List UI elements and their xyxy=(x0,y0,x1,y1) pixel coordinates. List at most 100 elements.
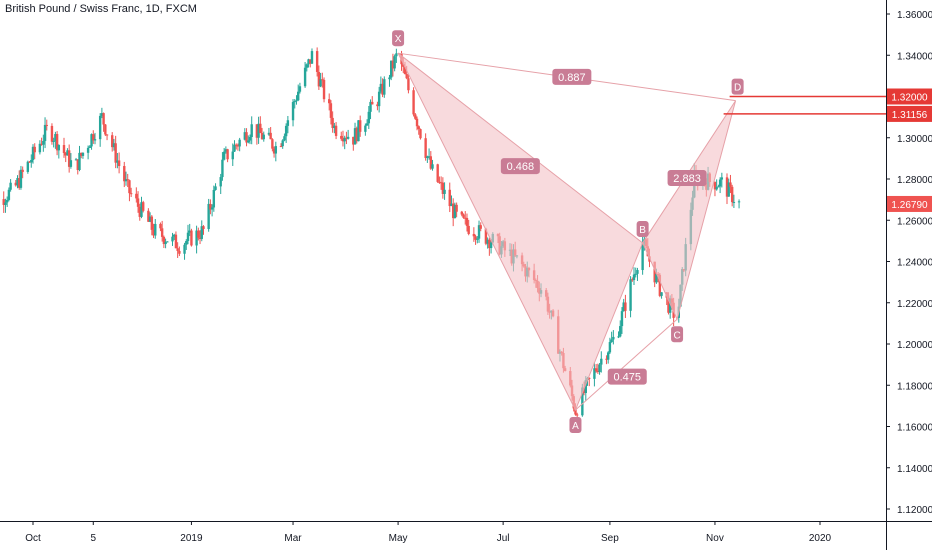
candle-body xyxy=(417,126,420,130)
candle-body xyxy=(100,113,104,116)
candle-body xyxy=(271,139,274,149)
candle-body xyxy=(403,66,407,75)
y-tick-label: 1.16000 xyxy=(897,423,932,434)
candle-body xyxy=(450,203,453,207)
candle-body xyxy=(489,242,493,249)
candle-body xyxy=(269,132,272,140)
candle-body xyxy=(713,181,717,190)
candle-body xyxy=(154,223,157,236)
candle-body xyxy=(352,136,355,145)
candle-body xyxy=(66,150,69,156)
candle-body xyxy=(598,364,601,373)
candle-body xyxy=(376,104,379,107)
candle-body xyxy=(281,140,284,147)
candle-body xyxy=(40,143,43,145)
x-tick-label: Mar xyxy=(284,533,302,544)
candle-body xyxy=(28,161,31,163)
ratio-badge-0 xyxy=(552,68,592,85)
candle-body xyxy=(582,387,586,393)
candle-body xyxy=(606,352,610,360)
pattern-point-label-C: C xyxy=(673,330,680,341)
candle-body xyxy=(164,241,167,245)
candle-body xyxy=(247,140,250,143)
candle-body xyxy=(321,79,324,81)
candle-body xyxy=(112,143,116,148)
candle-body xyxy=(188,230,191,233)
candle-body xyxy=(369,101,372,112)
candle-body xyxy=(233,144,236,152)
candle-body xyxy=(322,79,326,100)
candle-body xyxy=(67,150,71,167)
pattern-point-badge-A xyxy=(569,417,582,433)
candle-body xyxy=(159,223,162,229)
candle-body xyxy=(173,234,176,237)
candle-body xyxy=(4,202,7,205)
candle-body xyxy=(98,115,102,140)
pattern-point-label-A: A xyxy=(572,421,579,432)
candle-body xyxy=(453,204,457,219)
candle-body xyxy=(111,135,114,148)
candle-body xyxy=(462,214,465,218)
candle-body xyxy=(259,123,262,134)
ratio-badge-1 xyxy=(500,158,540,175)
candle-body xyxy=(331,117,334,129)
candle-body xyxy=(135,193,138,199)
candle-body xyxy=(293,101,296,103)
candle-body xyxy=(202,226,205,229)
y-tick-label: 1.22000 xyxy=(897,299,932,310)
candle-body xyxy=(243,132,247,140)
candle-body xyxy=(439,182,443,184)
candle-body xyxy=(185,241,188,245)
candle-body xyxy=(353,128,357,145)
x-tick-label: Jul xyxy=(497,533,510,544)
candle-body xyxy=(334,125,338,136)
candle-body xyxy=(310,51,314,64)
candle-body xyxy=(209,203,212,210)
candle-body xyxy=(45,124,48,126)
candle-body xyxy=(415,118,419,127)
candle-body xyxy=(166,241,169,243)
candle-body xyxy=(255,124,259,138)
candle-body xyxy=(128,180,131,194)
candle-body xyxy=(74,159,78,161)
candle-body xyxy=(129,193,133,195)
candle-body xyxy=(429,156,433,169)
candle-body xyxy=(391,60,395,69)
candle-body xyxy=(467,225,470,234)
candle-body xyxy=(718,179,722,187)
candle-body xyxy=(379,83,383,92)
candle-body xyxy=(260,133,264,140)
x-tick-label: Nov xyxy=(706,533,724,544)
candle-body xyxy=(486,239,489,244)
candle-body xyxy=(426,156,429,158)
ratio-label-3: 0.475 xyxy=(613,372,641,384)
ratio-badge-3 xyxy=(607,368,647,385)
candle-body xyxy=(575,414,579,416)
candle-body xyxy=(102,113,105,125)
candle-body xyxy=(622,302,625,312)
candle-body xyxy=(81,152,85,156)
candle-body xyxy=(86,147,90,153)
candle-body xyxy=(124,179,128,182)
candle-body xyxy=(279,146,283,148)
chart-title: British Pound / Swiss Franc, 1D, FXCM xyxy=(5,3,197,15)
candle-body xyxy=(105,134,109,136)
candle-body xyxy=(80,152,83,156)
candle-body xyxy=(62,145,66,153)
candle-body xyxy=(245,132,248,143)
candle-body xyxy=(596,370,600,373)
candle-body xyxy=(355,128,358,142)
candle-body xyxy=(484,228,488,244)
candle-body xyxy=(636,270,639,274)
candle-body xyxy=(393,56,396,69)
candle-body xyxy=(55,134,59,151)
candle-body xyxy=(424,138,427,158)
candle-body xyxy=(190,230,193,246)
candle-body xyxy=(388,77,391,80)
candle-body xyxy=(224,149,228,152)
ratio-label-0: 0.887 xyxy=(558,72,586,84)
candle-body xyxy=(162,236,166,245)
candle-body xyxy=(186,232,190,242)
y-tick-label: 1.30000 xyxy=(897,134,932,145)
candle-body xyxy=(26,161,30,172)
